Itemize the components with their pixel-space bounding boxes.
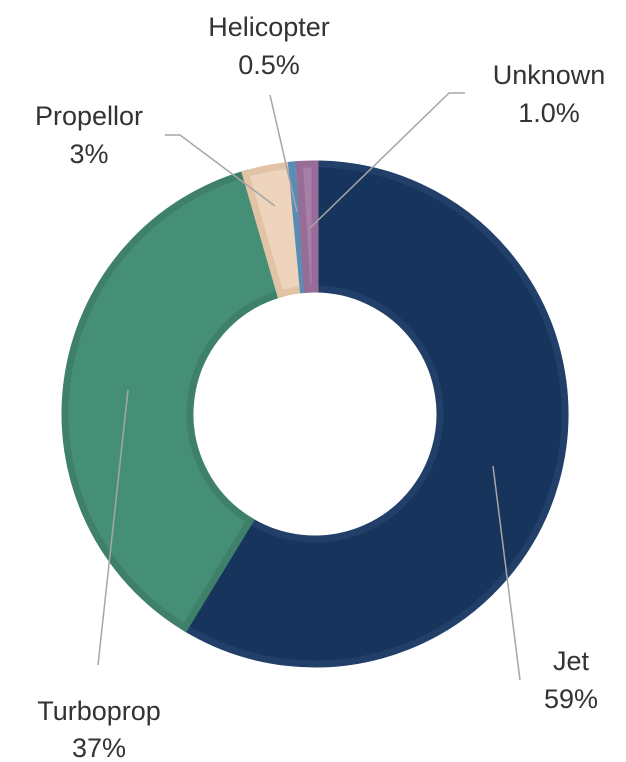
- leader-line-unknown: [309, 92, 465, 229]
- leader-line-helicopter: [269, 94, 298, 213]
- leader-line-turboprop: [97, 389, 129, 666]
- label-propellor-name: Propellor: [35, 101, 143, 131]
- label-unknown-name: Unknown: [493, 60, 606, 90]
- label-jet-name: Jet: [553, 646, 590, 676]
- leader-line-propellor: [165, 134, 276, 207]
- leader-line-jet: [492, 465, 521, 681]
- slice-turboprop: [61, 169, 285, 633]
- label-jet-value: 59%: [544, 684, 598, 714]
- slice-unknown: [295, 160, 319, 293]
- label-helicopter-value: 0.5%: [238, 50, 300, 80]
- data-labels: Helicopter 0.5% Unknown 1.0% Propellor 3…: [35, 12, 605, 762]
- leader-lines: [97, 92, 521, 681]
- label-propellor-value: 3%: [69, 139, 108, 169]
- slices-group: [61, 160, 569, 668]
- label-unknown-value: 1.0%: [518, 98, 580, 128]
- label-helicopter-name: Helicopter: [208, 12, 330, 42]
- label-turboprop-value: 37%: [72, 733, 126, 762]
- slice-jet: [180, 160, 569, 668]
- label-turboprop-name: Turboprop: [37, 696, 161, 726]
